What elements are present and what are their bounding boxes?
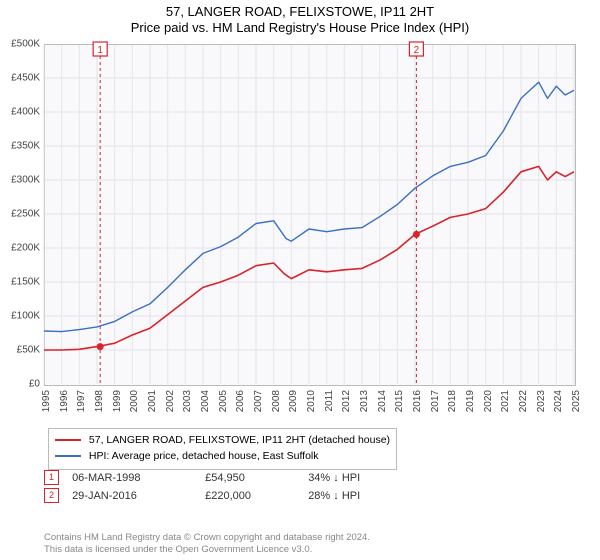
legend: 57, LANGER ROAD, FELIXSTOWE, IP11 2HT (d…: [48, 428, 397, 470]
sale-row: 2 29-JAN-2016 £220,000 28% ↓ HPI: [44, 488, 360, 506]
legend-label: 57, LANGER ROAD, FELIXSTOWE, IP11 2HT (d…: [89, 434, 390, 446]
svg-text:2: 2: [414, 45, 420, 56]
legend-label: HPI: Average price, detached house, East…: [89, 450, 319, 462]
sale-marker-table: 1 06-MAR-1998 £54,950 34% ↓ HPI 2 29-JAN…: [44, 470, 360, 506]
sale-date: 29-JAN-2016: [72, 490, 202, 502]
sale-price: £220,000: [205, 490, 305, 502]
footer-attribution: Contains HM Land Registry data © Crown c…: [44, 532, 370, 556]
svg-text:1: 1: [97, 45, 103, 56]
legend-swatch: [55, 439, 81, 441]
footer-line: This data is licensed under the Open Gov…: [44, 544, 370, 556]
legend-item: 57, LANGER ROAD, FELIXSTOWE, IP11 2HT (d…: [55, 433, 390, 449]
sale-diff: 28% ↓ HPI: [308, 490, 360, 502]
sale-price: £54,950: [205, 472, 305, 484]
sale-diff: 34% ↓ HPI: [308, 472, 360, 484]
sale-row: 1 06-MAR-1998 £54,950 34% ↓ HPI: [44, 470, 360, 488]
sale-date: 06-MAR-1998: [72, 472, 202, 484]
sale-marker-icon: 1: [44, 470, 59, 485]
legend-item: HPI: Average price, detached house, East…: [55, 449, 390, 465]
sale-marker-icon: 2: [44, 488, 59, 503]
footer-line: Contains HM Land Registry data © Crown c…: [44, 532, 370, 544]
legend-swatch: [55, 455, 81, 457]
